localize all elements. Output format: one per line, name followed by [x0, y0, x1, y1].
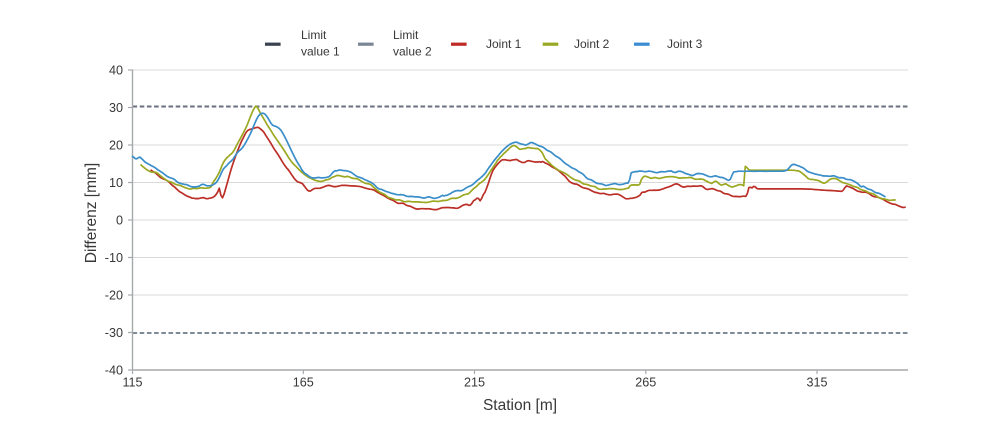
- svg-text:20: 20: [109, 139, 123, 153]
- svg-text:-10: -10: [105, 251, 123, 265]
- svg-text:0: 0: [116, 214, 123, 228]
- svg-text:-30: -30: [105, 326, 123, 340]
- svg-text:-20: -20: [105, 289, 123, 303]
- svg-text:Joint 1: Joint 1: [486, 37, 522, 51]
- svg-text:215: 215: [464, 376, 485, 390]
- svg-text:10: 10: [109, 176, 123, 190]
- svg-text:40: 40: [109, 64, 123, 78]
- svg-text:315: 315: [806, 376, 827, 390]
- svg-text:Joint 2: Joint 2: [574, 37, 610, 51]
- svg-text:Differenz [mm]: Differenz [mm]: [83, 163, 100, 264]
- svg-text:value 2: value 2: [393, 45, 432, 59]
- svg-text:-40: -40: [105, 364, 123, 378]
- svg-text:Limit: Limit: [301, 28, 327, 42]
- svg-text:30: 30: [109, 101, 123, 115]
- svg-text:265: 265: [635, 376, 656, 390]
- svg-text:Joint 3: Joint 3: [667, 37, 703, 51]
- svg-text:165: 165: [293, 376, 314, 390]
- svg-text:115: 115: [122, 376, 142, 390]
- svg-text:Station [m]: Station [m]: [483, 397, 557, 414]
- svg-text:Limit: Limit: [393, 28, 419, 42]
- svg-text:value 1: value 1: [301, 45, 340, 59]
